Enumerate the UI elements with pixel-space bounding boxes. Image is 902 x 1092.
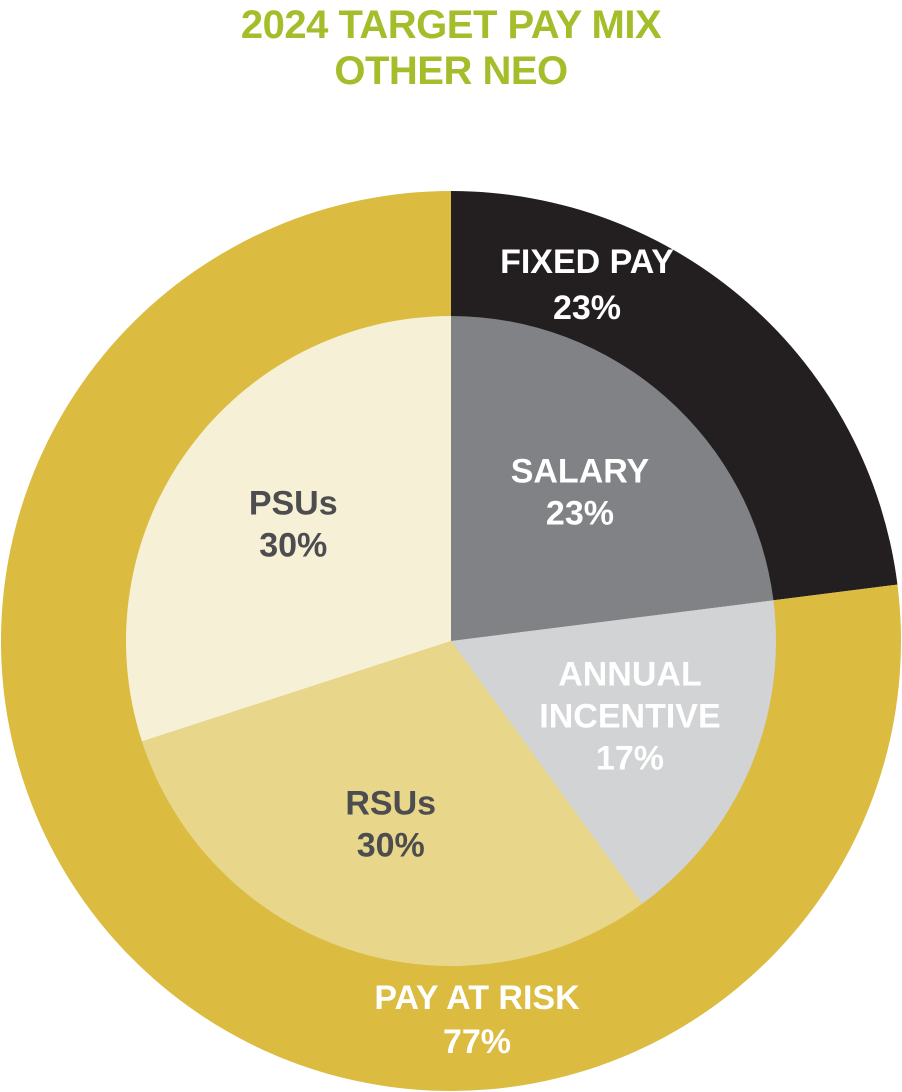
chart-title-line-2: OTHER NEO: [334, 49, 568, 93]
inner-slice-psus: [126, 316, 451, 742]
inner-slice-rsus: [141, 641, 643, 966]
inner-slice-salary: [451, 316, 774, 641]
chart-title-line-1: 2024 TARGET PAY MIX: [240, 3, 662, 47]
outer-label-fixed-pay: FIXED PAY 23%: [500, 243, 674, 327]
inner-label-annual-incentive: ANNUAL INCENTIVE 17%: [539, 655, 720, 777]
inner-label-rsus: RSUs 30%: [345, 784, 436, 864]
inner-label-psus: PSUs 30%: [249, 484, 338, 564]
inner-slice-annual-incentive: [451, 600, 777, 904]
inner-label-salary: SALARY 23%: [511, 453, 650, 533]
chart-title: 2024 TARGET PAY MIX OTHER NEO: [0, 2, 902, 94]
outer-label-pay-at-risk: PAY AT RISK 77%: [374, 979, 580, 1061]
